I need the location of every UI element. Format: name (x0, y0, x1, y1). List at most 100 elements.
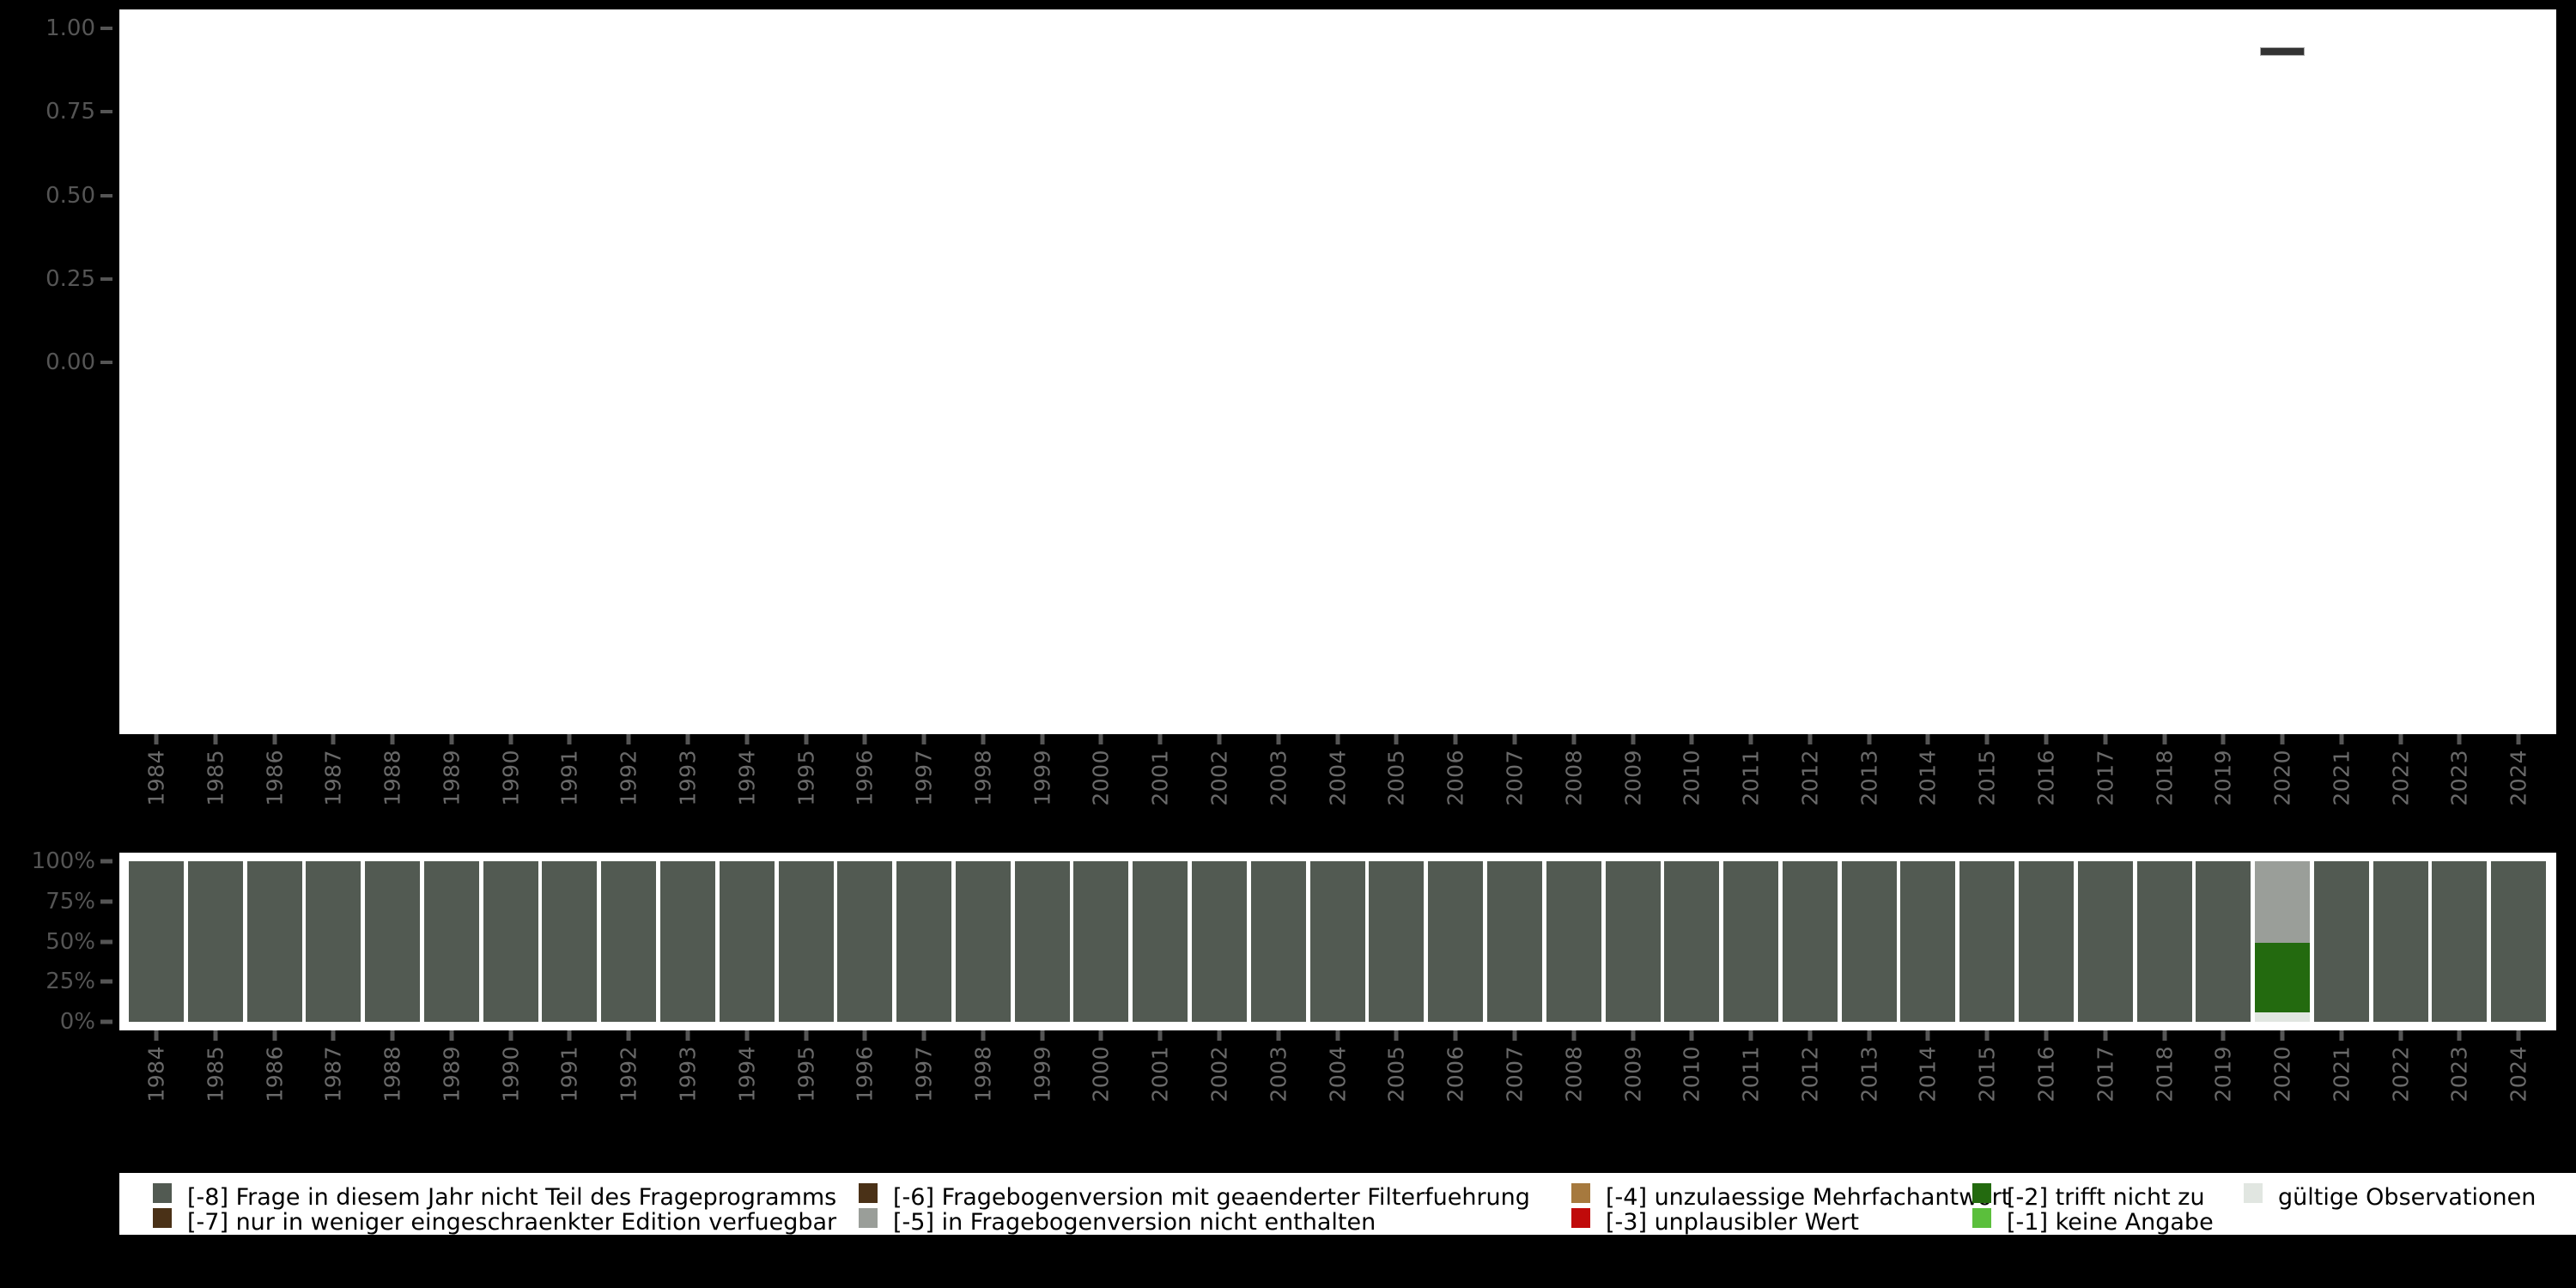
legend-label-1: [-7] nur in weniger eingeschraenkter Edi… (187, 1209, 837, 1236)
bottom-x-tick-mark (213, 1030, 218, 1041)
top-x-tick-label: 2005 (1383, 750, 1409, 806)
legend-swatch-0 (153, 1183, 172, 1203)
bar-segment--8 (778, 861, 834, 1022)
top-x-tick-mark (1276, 734, 1281, 744)
stacked-bar (1309, 861, 1365, 1022)
top-x-tick-label: 2024 (2506, 750, 2531, 806)
bottom-x-tick-mark (272, 1030, 277, 1041)
top-x-tick-label: 2016 (2033, 750, 2059, 806)
top-x-tick-mark (154, 734, 159, 744)
legend-label-8: gültige Observationen (2278, 1184, 2537, 1211)
legend-label-7: [-1] keine Angabe (2007, 1209, 2214, 1236)
stacked-bar (1664, 861, 1720, 1022)
bottom-x-tick-mark (2457, 1030, 2462, 1041)
bottom-x-tick-label: 1993 (675, 1046, 701, 1103)
bottom-x-tick-label: 2001 (1147, 1046, 1173, 1103)
top-x-tick-label: 2022 (2388, 750, 2414, 806)
bottom-x-tick-label: 2011 (1738, 1046, 1764, 1103)
bottom-x-tick-mark (921, 1030, 927, 1041)
stacked-bar (660, 861, 716, 1022)
bottom-x-tick-mark (744, 1030, 750, 1041)
stacked-bar (187, 861, 243, 1022)
bar-segment--8 (306, 861, 361, 1022)
top-x-tick-label: 2018 (2152, 750, 2178, 806)
top-x-tick-mark (2457, 734, 2462, 744)
top-x-tick-mark (1925, 734, 1930, 744)
legend-swatch-4 (1571, 1183, 1590, 1203)
bar-segment--8 (601, 861, 657, 1022)
top-x-tick-label: 1993 (675, 750, 701, 806)
top-x-tick-label: 2006 (1443, 750, 1468, 806)
bar-segment--8 (2077, 861, 2133, 1022)
legend-label-2: [-6] Fragebogenversion mit geaenderter F… (893, 1184, 1530, 1211)
top-x-tick-label: 2021 (2329, 750, 2354, 806)
bottom-y-tick-mark (100, 859, 112, 864)
top-x-tick-mark (1394, 734, 1399, 744)
stacked-bar (365, 861, 421, 1022)
top-x-tick-label: 1997 (911, 750, 937, 806)
bottom-x-tick-label: 2002 (1206, 1046, 1232, 1103)
bottom-y-tick-label: 25% (46, 969, 95, 995)
bar-segment--8 (129, 861, 184, 1022)
bar-segment--8 (955, 861, 1011, 1022)
top-x-tick-label: 2008 (1561, 750, 1587, 806)
bottom-x-tick-label: 2004 (1325, 1046, 1351, 1103)
bottom-x-tick-label: 2020 (2269, 1046, 2295, 1103)
top-x-tick-mark (2044, 734, 2049, 744)
stacked-bar (1486, 861, 1542, 1022)
top-x-tick-mark (2516, 734, 2521, 744)
top-x-tick-mark (981, 734, 986, 744)
top-y-tick-label: 0.75 (46, 99, 95, 125)
stacked-bar (837, 861, 893, 1022)
bottom-x-tick-mark (1807, 1030, 1813, 1041)
top-x-tick-label: 1990 (498, 750, 524, 806)
bar-segment--8 (2313, 861, 2369, 1022)
bottom-x-tick-label: 2009 (1620, 1046, 1645, 1103)
bar-segment--8 (2432, 861, 2488, 1022)
bar-segment--8 (2136, 861, 2192, 1022)
top-x-tick-mark (1689, 734, 1694, 744)
bar-segment--8 (660, 861, 716, 1022)
top-x-tick-mark (1748, 734, 1753, 744)
bottom-x-tick-label: 1996 (852, 1046, 878, 1103)
bottom-x-tick-mark (2221, 1030, 2226, 1041)
bottom-x-tick-mark (567, 1030, 572, 1041)
bottom-x-tick-label: 2000 (1088, 1046, 1114, 1103)
top-x-tick-mark (685, 734, 690, 744)
top-x-tick-label: 1992 (616, 750, 641, 806)
top-x-tick-mark (1512, 734, 1517, 744)
stacked-bar (246, 861, 302, 1022)
stacked-bar (2077, 861, 2133, 1022)
top-x-tick-label: 2017 (2093, 750, 2118, 806)
bottom-y-tick-mark (100, 1019, 112, 1024)
legend-label-3: [-5] in Fragebogenversion nicht enthalte… (893, 1209, 1376, 1236)
bottom-x-tick-label: 1987 (320, 1046, 346, 1103)
top-y-tick-label: 0.50 (46, 182, 95, 209)
stacked-bar (1428, 861, 1484, 1022)
stacked-bar (2313, 861, 2369, 1022)
bar-segment--2 (2255, 943, 2311, 1012)
top-y-tick-label: 0.00 (46, 349, 95, 375)
stacked-bar (1133, 861, 1188, 1022)
bottom-x-tick-mark (685, 1030, 690, 1041)
bar-segment--8 (1192, 861, 1248, 1022)
bottom-x-tick-mark (1689, 1030, 1694, 1041)
bottom-x-tick-mark (862, 1030, 867, 1041)
bottom-x-tick-label: 1998 (970, 1046, 996, 1103)
stacked-bar (955, 861, 1011, 1022)
legend-label-4: [-4] unzulaessige Mehrfachantwort (1606, 1184, 2011, 1211)
bottom-y-tick-mark (100, 899, 112, 904)
bar-segment--8 (1605, 861, 1661, 1022)
top-x-tick-label: 2007 (1502, 750, 1528, 806)
top-x-tick-label: 2004 (1325, 750, 1351, 806)
top-y-tick-mark (100, 276, 112, 281)
top-x-tick-mark (1571, 734, 1577, 744)
bar-segment--8 (1486, 861, 1542, 1022)
bar-segment--8 (246, 861, 302, 1022)
top-x-tick-mark (567, 734, 572, 744)
bar-segment--8 (1900, 861, 1956, 1022)
stacked-bar (2372, 861, 2428, 1022)
bottom-x-tick-label: 2021 (2329, 1046, 2354, 1103)
top-x-tick-mark (1631, 734, 1635, 744)
stacked-bar (601, 861, 657, 1022)
